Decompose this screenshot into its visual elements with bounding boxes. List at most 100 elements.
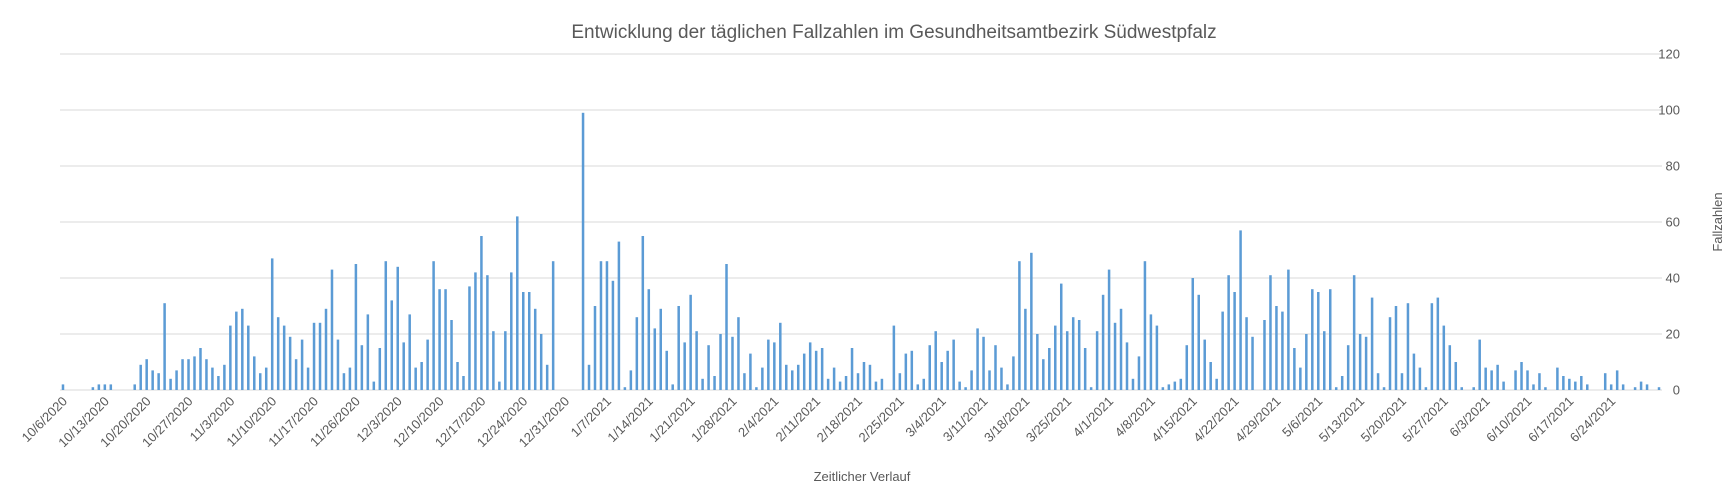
data-bar	[396, 266, 399, 390]
data-bar	[276, 317, 280, 390]
data-bar	[330, 269, 334, 390]
data-bar	[1239, 230, 1242, 390]
data-bar	[1657, 387, 1661, 390]
data-bar	[1137, 356, 1141, 390]
data-bar	[294, 359, 298, 390]
data-bar	[581, 112, 585, 391]
data-bar	[169, 378, 172, 390]
data-bar	[1568, 378, 1571, 390]
data-bar	[611, 280, 615, 390]
bar-series	[61, 112, 1661, 391]
data-bar	[1538, 373, 1541, 390]
data-bar	[820, 348, 824, 390]
data-bar	[677, 306, 680, 390]
data-bar	[916, 384, 920, 390]
data-bar	[1633, 387, 1637, 390]
data-bar	[1191, 278, 1195, 390]
data-bar	[492, 331, 495, 390]
data-bar	[689, 294, 692, 390]
data-bar	[288, 336, 292, 390]
data-bar	[324, 308, 328, 390]
data-bar	[1000, 367, 1003, 390]
data-bar	[527, 292, 531, 390]
data-bar	[1544, 387, 1547, 390]
gridlines	[60, 53, 1662, 391]
data-bar	[802, 353, 806, 390]
data-bar	[247, 325, 250, 390]
data-bar	[378, 348, 382, 390]
data-bar	[958, 381, 961, 390]
data-bar	[761, 367, 764, 390]
x-axis-title: Zeitlicher Verlauf	[814, 469, 911, 484]
data-bar	[1167, 384, 1171, 390]
data-bar	[1400, 373, 1404, 390]
data-bar	[832, 367, 836, 390]
data-bar	[348, 367, 352, 390]
data-bar	[1514, 370, 1517, 390]
data-bar	[1586, 384, 1589, 390]
data-bar	[1442, 325, 1446, 390]
data-bar	[1059, 283, 1063, 390]
x-tick-label: 2/25/2021	[855, 394, 907, 446]
data-bar	[312, 322, 316, 390]
data-bar	[217, 376, 220, 390]
data-bar	[856, 373, 860, 390]
data-bar	[641, 236, 645, 390]
data-bar	[1484, 367, 1487, 390]
data-bar	[145, 359, 148, 390]
data-bar	[1215, 378, 1218, 390]
data-bar	[767, 339, 770, 390]
data-bar	[139, 364, 142, 390]
y-tick-label: 60	[1666, 215, 1680, 230]
data-bar	[504, 331, 507, 390]
data-bar	[1125, 342, 1129, 390]
data-bar	[880, 378, 884, 390]
data-bar	[719, 334, 722, 390]
data-bar	[737, 317, 740, 390]
data-bar	[1562, 376, 1565, 390]
data-bar	[1424, 387, 1428, 390]
data-bar	[1179, 378, 1183, 390]
data-bar	[1233, 292, 1236, 390]
data-bar	[940, 362, 943, 390]
data-bar	[725, 264, 728, 390]
data-bar	[1203, 339, 1206, 390]
data-bar	[1113, 322, 1117, 390]
data-bar	[474, 272, 477, 390]
data-bar	[354, 264, 358, 390]
data-bar	[808, 342, 812, 390]
data-bar	[241, 308, 244, 390]
data-bar	[1621, 384, 1625, 390]
data-bar	[163, 303, 166, 390]
data-bar	[1346, 345, 1350, 390]
data-bar	[928, 345, 931, 390]
data-bar	[97, 384, 101, 390]
data-bar	[360, 345, 364, 390]
data-bar	[157, 373, 160, 390]
data-bar	[408, 314, 411, 390]
data-bar	[516, 216, 519, 390]
y-tick-label: 20	[1666, 327, 1680, 342]
data-bar	[868, 364, 872, 390]
data-bar	[444, 289, 447, 390]
data-bar	[665, 350, 668, 390]
data-bar	[551, 261, 555, 390]
data-bar	[659, 308, 662, 390]
data-bar	[181, 359, 184, 390]
data-bar	[426, 339, 429, 390]
data-bar	[946, 350, 949, 390]
data-bar	[1639, 381, 1643, 390]
data-bar	[874, 381, 878, 390]
data-bar	[133, 384, 136, 390]
data-bar	[892, 325, 896, 390]
data-bar	[498, 381, 501, 390]
data-bar	[1645, 384, 1649, 390]
data-bar	[1161, 387, 1165, 390]
data-bar	[814, 350, 818, 390]
data-bar	[468, 286, 471, 390]
data-bar	[910, 350, 914, 390]
data-bar	[342, 373, 346, 390]
data-bar	[462, 376, 465, 390]
